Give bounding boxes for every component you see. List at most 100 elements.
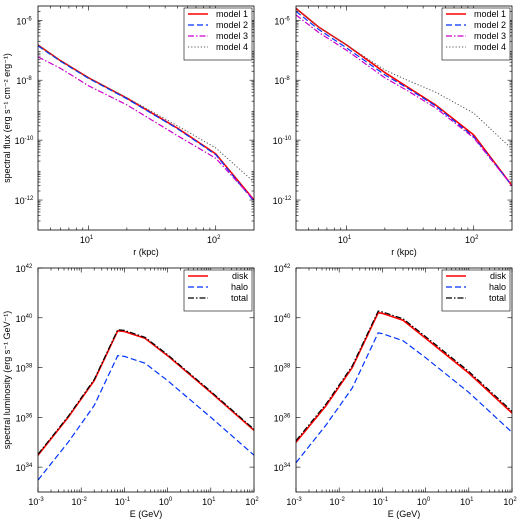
x-tick-base: 10 bbox=[72, 497, 82, 507]
y-tick-base: 10 bbox=[15, 136, 25, 146]
x-tick-exponent: 2 bbox=[255, 497, 259, 503]
y-tick-label: 10-6 bbox=[274, 16, 290, 26]
x-tick-base: 10 bbox=[207, 235, 217, 245]
y-tick-exponent: 34 bbox=[284, 463, 291, 469]
y-axis-label: spectral luminosity (erg s⁻¹ GeV⁻¹) bbox=[2, 311, 12, 450]
x-tick-exponent: -3 bbox=[38, 497, 44, 503]
y-tick-exponent: 38 bbox=[284, 364, 291, 370]
legend-label: halo bbox=[489, 282, 506, 292]
y-tick-base: 10 bbox=[274, 314, 284, 324]
y-tick-exponent: -6 bbox=[26, 16, 32, 22]
x-tick-exponent: -2 bbox=[82, 497, 88, 503]
series-line-2 bbox=[296, 10, 512, 187]
y-tick-label: 1034 bbox=[274, 463, 291, 473]
x-tick-exponent: 0 bbox=[427, 497, 431, 503]
x-tick-label: 102 bbox=[465, 235, 479, 245]
series-line-1 bbox=[38, 44, 254, 201]
x-tick-label: 102 bbox=[503, 497, 517, 507]
y-tick-label: 1040 bbox=[274, 314, 291, 324]
series-group bbox=[296, 7, 512, 187]
legend-label: model 2 bbox=[216, 20, 248, 30]
x-tick-label: 102 bbox=[207, 235, 221, 245]
legend-label: model 1 bbox=[474, 9, 506, 19]
legend-label: model 4 bbox=[474, 42, 506, 52]
x-tick-exponent: 1 bbox=[90, 235, 94, 241]
plot-area-frame bbox=[295, 267, 513, 493]
x-tick-base: 10 bbox=[417, 497, 427, 507]
y-tick-label: 10-12 bbox=[15, 196, 34, 206]
y-tick-label: 1038 bbox=[274, 364, 291, 374]
x-tick-base: 10 bbox=[80, 235, 90, 245]
plot-area-frame bbox=[37, 267, 255, 493]
x-tick-label: 100 bbox=[417, 497, 431, 507]
x-tick-base: 10 bbox=[460, 497, 470, 507]
legend-label: disk bbox=[490, 271, 507, 281]
y-tick-base: 10 bbox=[274, 76, 284, 86]
series-line-3 bbox=[296, 310, 512, 442]
x-axis-label: r (kpc) bbox=[391, 247, 417, 257]
x-tick-exponent: -3 bbox=[296, 497, 302, 503]
x-tick-label: 10-1 bbox=[115, 497, 131, 507]
series-line-4 bbox=[38, 44, 254, 183]
y-tick-label: 10-8 bbox=[16, 76, 32, 86]
y-tick-exponent: -10 bbox=[25, 136, 34, 142]
legend-label: model 1 bbox=[216, 9, 248, 19]
y-tick-base: 10 bbox=[16, 16, 26, 26]
y-tick-base: 10 bbox=[273, 196, 283, 206]
y-tick-exponent: 40 bbox=[284, 314, 291, 320]
minor-ticks bbox=[296, 6, 512, 230]
plot-area-frame bbox=[295, 5, 513, 231]
x-tick-base: 10 bbox=[28, 497, 38, 507]
x-tick-label: 10-3 bbox=[286, 497, 302, 507]
y-tick-label: 1040 bbox=[16, 314, 33, 324]
x-tick-label: 100 bbox=[159, 497, 173, 507]
y-tick-label: 1036 bbox=[16, 413, 33, 423]
x-axis-label: E (GeV) bbox=[130, 509, 163, 519]
legend-box bbox=[441, 7, 511, 61]
x-tick-base: 10 bbox=[330, 497, 340, 507]
x-tick-base: 10 bbox=[286, 497, 296, 507]
y-tick-label: 1038 bbox=[16, 364, 33, 374]
x-tick-base: 10 bbox=[465, 235, 475, 245]
y-tick-base: 10 bbox=[274, 413, 284, 423]
legend-label: model 4 bbox=[216, 42, 248, 52]
x-tick-label: 10-3 bbox=[28, 497, 44, 507]
y-tick-exponent: 36 bbox=[284, 413, 291, 419]
y-tick-base: 10 bbox=[16, 364, 26, 374]
y-tick-label: 1042 bbox=[16, 264, 33, 274]
series-line-2 bbox=[296, 332, 512, 464]
series-group bbox=[38, 329, 254, 481]
legend-label: total bbox=[231, 293, 248, 303]
x-tick-exponent: 0 bbox=[169, 497, 173, 503]
x-tick-base: 10 bbox=[338, 235, 348, 245]
series-line-2 bbox=[38, 355, 254, 481]
y-tick-label: 10-6 bbox=[16, 16, 32, 26]
x-tick-exponent: 2 bbox=[513, 497, 517, 503]
x-tick-exponent: 1 bbox=[348, 235, 352, 241]
x-tick-label: 102 bbox=[245, 497, 259, 507]
y-tick-base: 10 bbox=[15, 196, 25, 206]
y-tick-base: 10 bbox=[16, 76, 26, 86]
y-tick-base: 10 bbox=[16, 413, 26, 423]
series-line-1 bbox=[296, 7, 512, 187]
x-tick-exponent: -1 bbox=[383, 497, 389, 503]
series-group bbox=[296, 310, 512, 464]
x-tick-exponent: 2 bbox=[475, 235, 479, 241]
x-tick-exponent: 1 bbox=[470, 497, 474, 503]
series-line-2 bbox=[38, 45, 254, 202]
y-tick-base: 10 bbox=[274, 264, 284, 274]
chart-panel-4: 10-3 10-2 10-1 100 101 1021034103610381040104… bbox=[274, 264, 518, 519]
x-tick-base: 10 bbox=[373, 497, 383, 507]
series-line-3 bbox=[296, 14, 512, 187]
y-tick-exponent: -12 bbox=[283, 196, 292, 202]
y-tick-exponent: -10 bbox=[283, 136, 292, 142]
legend-label: total bbox=[489, 293, 506, 303]
minor-ticks bbox=[50, 268, 253, 492]
x-tick-label: 101 bbox=[338, 235, 352, 245]
x-tick-exponent: 1 bbox=[212, 497, 216, 503]
y-axis-label: spectral flux (erg s⁻¹ cm⁻² erg⁻¹) bbox=[2, 53, 12, 183]
